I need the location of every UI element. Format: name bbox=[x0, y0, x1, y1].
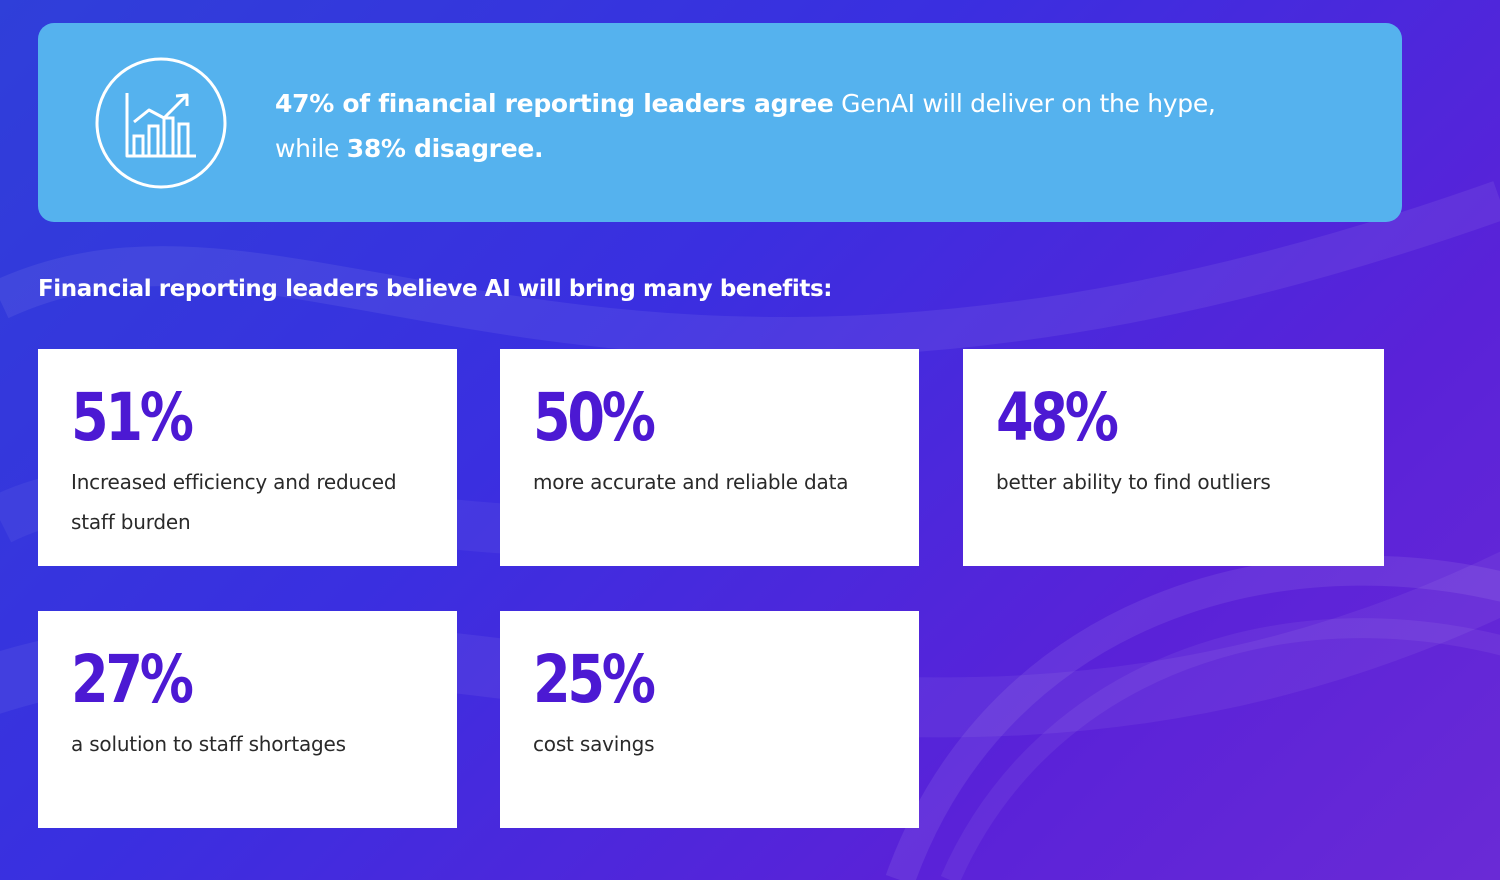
stat-value: 48% bbox=[996, 379, 1119, 456]
stat-label: a solution to staff shortages bbox=[71, 732, 346, 756]
stat-card-cost-savings: 25% cost savings bbox=[500, 611, 919, 828]
rising-bar-chart-icon bbox=[95, 57, 227, 189]
stat-label: more accurate and reliable data bbox=[533, 470, 849, 494]
banner-message: 47% of financial reporting leaders agree… bbox=[275, 81, 1355, 171]
banner-while-text: while bbox=[275, 134, 347, 163]
stat-value: 51% bbox=[71, 379, 194, 456]
stat-card-efficiency: 51% Increased efficiency and reduced sta… bbox=[38, 349, 457, 566]
stat-label: better ability to find outliers bbox=[996, 470, 1271, 494]
stat-label: cost savings bbox=[533, 732, 655, 756]
stat-card-staff-shortages: 27% a solution to staff shortages bbox=[38, 611, 457, 828]
banner-agree-stat: 47% of financial reporting leaders agree bbox=[275, 89, 834, 118]
banner-agree-text: GenAI will deliver on the hype, bbox=[833, 89, 1216, 118]
stat-value: 50% bbox=[533, 379, 656, 456]
banner-disagree-stat: 38% disagree. bbox=[346, 134, 544, 163]
stat-label: Increased efficiency and reduced staff b… bbox=[71, 470, 397, 534]
stat-card-accuracy: 50% more accurate and reliable data bbox=[500, 349, 919, 566]
stat-value: 25% bbox=[533, 641, 656, 718]
stat-card-outliers: 48% better ability to find outliers bbox=[963, 349, 1384, 566]
benefits-heading: Financial reporting leaders believe AI w… bbox=[38, 276, 833, 302]
summary-banner: 47% of financial reporting leaders agree… bbox=[38, 23, 1402, 222]
stat-value: 27% bbox=[71, 641, 194, 718]
